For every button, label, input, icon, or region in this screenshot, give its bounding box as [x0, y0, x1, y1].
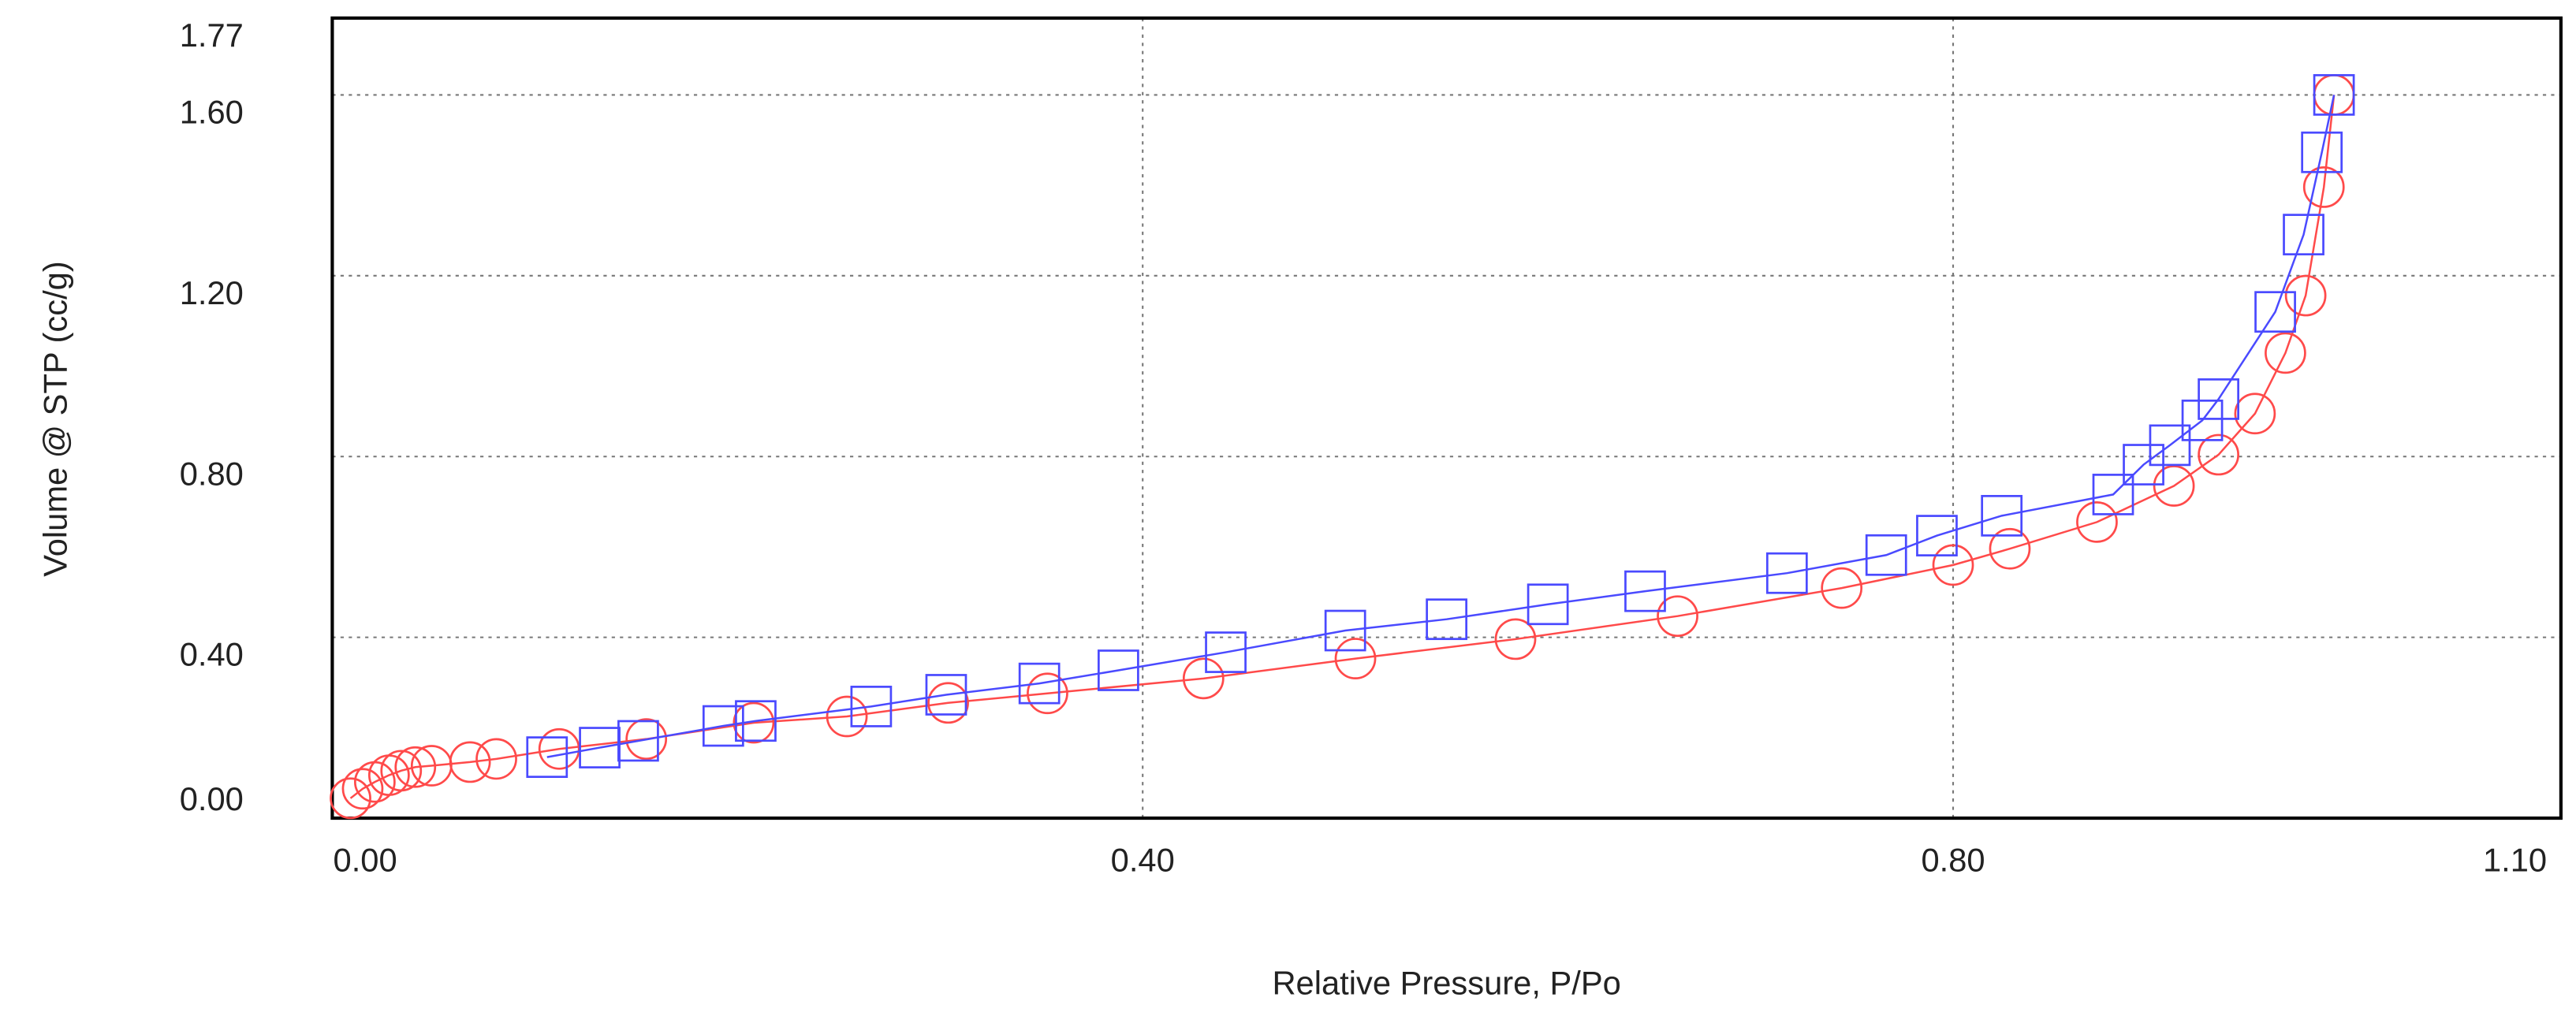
marker-circle — [2153, 465, 2195, 507]
marker-circle — [330, 777, 371, 820]
marker-circle — [2076, 501, 2118, 543]
marker-circle — [1989, 527, 2031, 570]
marker-square — [1865, 534, 1907, 576]
marker-square — [1018, 662, 1061, 705]
marker-circle — [394, 746, 437, 788]
marker-square — [2092, 474, 2134, 515]
marker-circle — [380, 750, 423, 792]
x-tick-label: 0.00 — [334, 841, 397, 878]
marker-square — [2313, 74, 2355, 116]
marker-square — [2149, 424, 2191, 467]
plot-frame — [330, 16, 2563, 820]
marker-circle — [927, 682, 969, 724]
marker-square — [2254, 291, 2296, 333]
marker-square — [1981, 494, 2023, 537]
marker-circle — [475, 738, 517, 780]
marker-circle — [2198, 433, 2239, 476]
x-axis-label: Relative Pressure, P/Po — [1272, 965, 1620, 1002]
marker-circle — [2284, 274, 2327, 317]
x-tick-label: 0.40 — [1111, 841, 1175, 878]
marker-circle — [1027, 672, 1068, 715]
marker-circle — [733, 701, 775, 744]
marker-square — [1324, 609, 1366, 652]
marker-square — [1426, 598, 1468, 641]
marker-circle — [826, 695, 868, 738]
marker-square — [1205, 631, 1247, 673]
marker-square — [1624, 570, 1666, 612]
marker-square — [526, 736, 569, 778]
marker-square — [2198, 378, 2239, 420]
marker-circle — [2265, 332, 2306, 374]
x-tick-label: 0.80 — [1921, 841, 1985, 878]
marker-square — [850, 686, 893, 727]
y-tick-label: 1.60 — [180, 93, 244, 130]
y-tick-label: 0.00 — [180, 780, 244, 817]
marker-square — [925, 674, 967, 716]
y-axis-label: Volume @ STP (cc/g) — [36, 261, 73, 577]
x-tick-label: 1.10 — [2483, 841, 2547, 878]
marker-square — [2301, 131, 2343, 173]
marker-square — [617, 720, 659, 762]
marker-circle — [1657, 595, 1698, 638]
y-tick-label: 0.40 — [180, 636, 244, 673]
marker-circle — [1932, 544, 1974, 586]
marker-square — [1916, 515, 1958, 556]
marker-circle — [2234, 393, 2276, 435]
marker-circle — [1334, 638, 1377, 679]
marker-circle — [449, 741, 491, 783]
marker-circle — [538, 727, 580, 770]
y-tick-label: 1.20 — [180, 274, 244, 311]
marker-square — [2181, 399, 2224, 441]
marker-circle — [1182, 657, 1225, 700]
marker-square — [702, 705, 744, 747]
marker-circle — [1821, 567, 1863, 609]
series-line — [349, 95, 2336, 799]
marker-square — [1527, 583, 1569, 626]
marker-circle — [1494, 618, 1537, 660]
marker-square — [735, 700, 777, 742]
marker-circle — [625, 718, 668, 761]
y-tick-label: 1.77 — [180, 17, 244, 54]
y-tick-label: 0.80 — [180, 455, 244, 492]
marker-square — [2283, 214, 2324, 256]
series-line — [546, 95, 2336, 758]
marker-circle — [2302, 166, 2345, 208]
marker-circle — [341, 768, 384, 810]
marker-square — [1098, 649, 1139, 691]
marker-square — [1765, 552, 1808, 594]
